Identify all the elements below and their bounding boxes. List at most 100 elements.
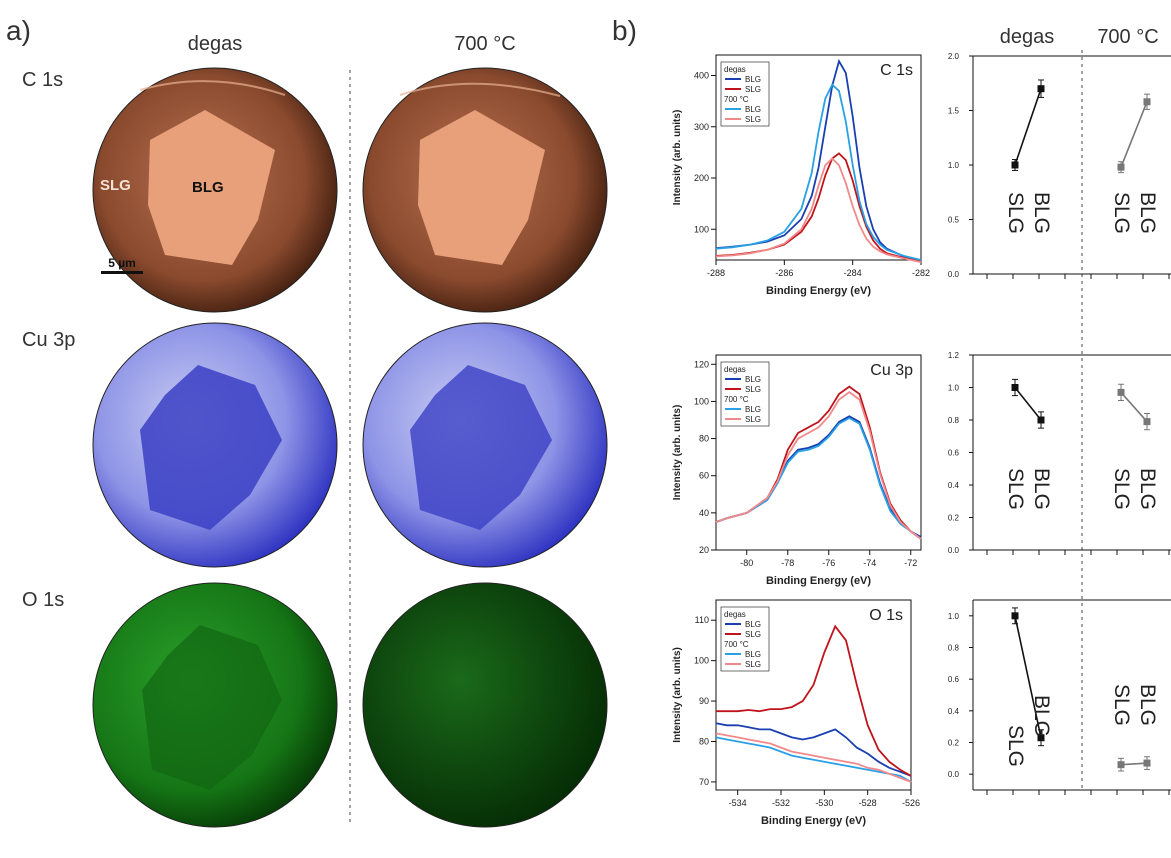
category-label-SLG: SLG bbox=[1110, 684, 1133, 726]
y-tick-label: 1.5 bbox=[948, 107, 960, 116]
x-tick-label: -284 bbox=[844, 268, 862, 278]
y-tick-label: 110 bbox=[695, 615, 709, 625]
legend-item-label: BLG bbox=[745, 375, 761, 384]
panel-b-label: b) bbox=[612, 15, 637, 46]
series-line-700C-BLG bbox=[715, 417, 922, 540]
image-c1s-700c bbox=[362, 67, 608, 313]
y-tick-label: 0.5 bbox=[948, 216, 960, 225]
y-tick-label: 0.0 bbox=[948, 770, 960, 779]
x-tick-label: -534 bbox=[729, 798, 747, 808]
y-tick-label: 0.8 bbox=[948, 644, 960, 653]
x-tick-label: -78 bbox=[781, 558, 794, 568]
series-line-700C-SLG bbox=[715, 732, 912, 783]
legend-group-label: 700 °C bbox=[724, 95, 749, 104]
spectrum-chart-0: -288 -286 -284 -282 100 200 300 400 Binding Ener… bbox=[672, 54, 930, 297]
legend-item-label: BLG bbox=[745, 105, 761, 114]
y-axis-label: Intensity (arb. units) bbox=[672, 405, 683, 501]
legend-box bbox=[720, 606, 770, 672]
category-label-SLG: SLG bbox=[1004, 192, 1027, 234]
x-tick-label: -532 bbox=[772, 798, 790, 808]
data-point-SLG bbox=[1011, 161, 1019, 169]
legend-item-label: BLG bbox=[745, 405, 761, 414]
ratio-connector bbox=[1120, 101, 1148, 168]
legend-group-label: degas bbox=[724, 365, 746, 374]
image-o1s-700c bbox=[362, 582, 608, 828]
category-label-BLG: BLG bbox=[1030, 468, 1053, 510]
series-line-degas-BLG bbox=[715, 415, 922, 538]
legend-item-label: SLG bbox=[745, 630, 761, 639]
legend-item-label: SLG bbox=[745, 115, 761, 124]
y-axis-label: Intensity (arb. units) bbox=[672, 110, 683, 206]
y-tick-label: 0.6 bbox=[948, 675, 960, 684]
series-line-700C-BLG bbox=[715, 83, 922, 261]
panel-b-header-degas: degas bbox=[1000, 26, 1055, 48]
category-label-SLG: SLG bbox=[1004, 468, 1027, 510]
data-point-BLG bbox=[1143, 418, 1151, 426]
image-cu3p-degas bbox=[92, 322, 338, 568]
category-label-BLG: BLG bbox=[1030, 695, 1053, 737]
x-tick-label: -72 bbox=[904, 558, 917, 568]
y-tick-label: 1.0 bbox=[948, 384, 960, 393]
y-tick-label: 0.6 bbox=[948, 449, 960, 458]
legend-item-label: BLG bbox=[745, 620, 761, 629]
ratio-connector bbox=[1014, 387, 1042, 421]
x-tick-label: -288 bbox=[707, 268, 725, 278]
series-line-700C-SLG bbox=[715, 390, 922, 540]
plot-frame bbox=[715, 54, 922, 261]
data-point-SLG bbox=[1011, 384, 1019, 391]
y-tick-label: 100 bbox=[694, 656, 709, 666]
data-point-BLG bbox=[1143, 759, 1151, 767]
column-header-degas: degas bbox=[188, 33, 243, 55]
category-label-SLG: SLG bbox=[1004, 725, 1027, 767]
panel-b-header-700c: 700 °C bbox=[1097, 26, 1158, 48]
y-tick-label: 1.0 bbox=[948, 612, 960, 621]
y-tick-label: 0.0 bbox=[948, 546, 960, 555]
chart-title: O 1s bbox=[869, 607, 903, 624]
legend-group-label: 700 °C bbox=[724, 640, 749, 649]
blg-region-label: BLG bbox=[192, 179, 224, 196]
y-tick-label: 90 bbox=[699, 696, 709, 706]
slg-region-label: SLG bbox=[100, 177, 131, 194]
image-cu3p-700c bbox=[362, 322, 608, 568]
y-tick-label: 100 bbox=[694, 396, 709, 406]
ratio-connector bbox=[1120, 391, 1148, 423]
y-tick-label: 60 bbox=[699, 471, 709, 481]
spectra-charts: -288 -286 -284 -282 100 200 300 400 Binding Ener… bbox=[672, 54, 930, 827]
panel-a-label: a) bbox=[6, 15, 31, 46]
category-label-SLG: SLG bbox=[1110, 192, 1133, 234]
scale-bar bbox=[101, 271, 143, 274]
legend-item-label: SLG bbox=[745, 415, 761, 424]
row-label-o1s: O 1s bbox=[22, 589, 64, 611]
legend-item-label: BLG bbox=[745, 75, 761, 84]
data-point-BLG bbox=[1037, 85, 1045, 93]
category-label-BLG: BLG bbox=[1136, 684, 1159, 726]
y-tick-label: 40 bbox=[699, 508, 709, 518]
category-label-BLG: BLG bbox=[1030, 192, 1053, 234]
y-tick-label: 0.4 bbox=[948, 707, 960, 716]
y-tick-label: 0.2 bbox=[948, 739, 960, 748]
legend-item-label: SLG bbox=[745, 385, 761, 394]
y-tick-label: 200 bbox=[694, 173, 709, 183]
ratio-connector bbox=[1014, 88, 1042, 166]
y-tick-label: 300 bbox=[694, 122, 709, 132]
data-point-BLG bbox=[1037, 734, 1045, 742]
category-label-BLG: BLG bbox=[1136, 468, 1159, 510]
chart-title: C 1s bbox=[880, 62, 913, 79]
data-point-SLG bbox=[1117, 761, 1125, 769]
x-tick-label: -528 bbox=[859, 798, 877, 808]
y-tick-label: 100 bbox=[694, 224, 709, 234]
category-label-BLG: BLG bbox=[1136, 192, 1159, 234]
y-tick-label: 120 bbox=[694, 359, 709, 369]
x-axis-label: Binding Energy (eV) bbox=[761, 815, 866, 827]
y-tick-label: 1.2 bbox=[948, 351, 960, 360]
y-tick-label: 0.2 bbox=[948, 514, 960, 523]
x-tick-label: -282 bbox=[912, 268, 930, 278]
y-tick-label: 400 bbox=[694, 71, 709, 81]
image-c1s-degas bbox=[92, 67, 338, 313]
x-tick-label: -80 bbox=[740, 558, 753, 568]
y-tick-label: 0.8 bbox=[948, 416, 960, 425]
y-tick-label: 0.0 bbox=[948, 270, 960, 279]
x-axis-label: Binding Energy (eV) bbox=[766, 285, 871, 297]
